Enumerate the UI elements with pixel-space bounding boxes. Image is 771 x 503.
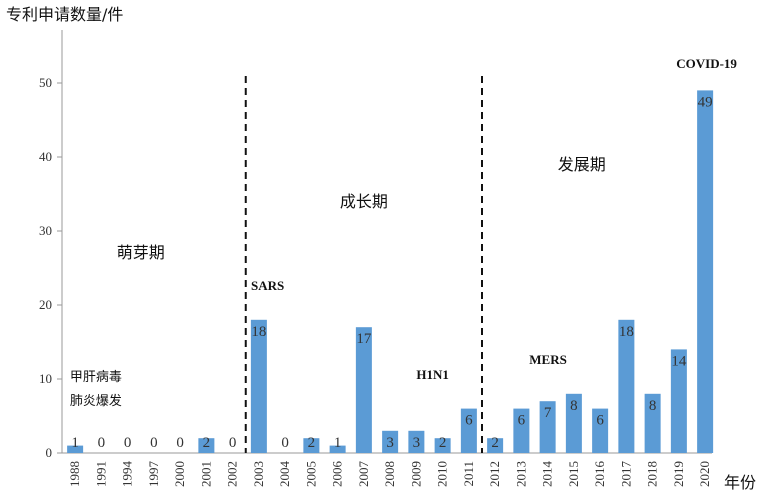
x-tick-label-2008: 2008 — [382, 461, 397, 487]
event-annotation: H1N1 — [416, 367, 449, 382]
value-label-2013: 6 — [518, 413, 526, 429]
value-label-2014: 7 — [544, 405, 552, 421]
value-label-1997: 0 — [150, 435, 158, 451]
bar-2007 — [355, 327, 372, 453]
x-tick-label-2004: 2004 — [277, 461, 292, 488]
value-label-2005: 2 — [308, 435, 316, 451]
value-label-2018: 8 — [649, 398, 657, 414]
event-annotation-hepatitis-line2: 肺炎爆发 — [70, 393, 122, 409]
value-label-1994: 0 — [124, 435, 132, 451]
y-tick-label: 40 — [39, 149, 52, 164]
x-tick-label-2017: 2017 — [618, 461, 633, 488]
y-tick-label: 0 — [46, 445, 53, 460]
x-tick-label-2016: 2016 — [592, 461, 607, 488]
bar-2006 — [329, 445, 346, 453]
y-axis-title: 专利申请数量/件 — [6, 5, 123, 24]
event-annotation-hepatitis-line1: 甲肝病毒 — [70, 370, 122, 385]
bar-2012 — [487, 438, 504, 453]
x-tick-label-2020: 2020 — [697, 461, 712, 487]
value-label-2020: 49 — [698, 94, 713, 110]
event-annotation: COVID-19 — [676, 56, 737, 71]
x-tick-label-2018: 2018 — [645, 461, 660, 487]
value-label-2008: 3 — [386, 435, 394, 451]
bar-2016 — [592, 408, 609, 453]
bar-2019 — [670, 349, 687, 453]
value-label-2009: 3 — [413, 435, 421, 451]
bar-2010 — [434, 438, 451, 453]
event-annotation: SARS — [251, 278, 284, 293]
value-label-2012: 2 — [491, 435, 499, 451]
event-annotation: MERS — [529, 352, 567, 367]
x-tick-label-1988: 1988 — [67, 461, 82, 487]
bar-2005 — [303, 438, 320, 453]
value-label-2000: 0 — [176, 435, 184, 451]
x-tick-label-2000: 2000 — [172, 461, 187, 487]
x-tick-label-1994: 1994 — [120, 461, 135, 488]
x-tick-label-2005: 2005 — [303, 461, 318, 487]
value-label-2017: 18 — [619, 324, 634, 340]
value-label-1988: 1 — [71, 435, 79, 451]
value-label-2011: 6 — [465, 413, 473, 429]
value-label-2001: 2 — [203, 435, 211, 451]
bar-2015 — [565, 393, 582, 453]
bar-2008 — [382, 430, 399, 453]
y-tick-label: 20 — [39, 297, 52, 312]
phase-label: 发展期 — [558, 155, 606, 174]
bar-1988 — [67, 445, 84, 453]
y-tick-label: 30 — [39, 223, 52, 238]
value-label-2002: 0 — [229, 435, 237, 451]
bar-2001 — [198, 438, 215, 453]
value-label-2015: 8 — [570, 398, 578, 414]
value-label-2019: 14 — [671, 353, 687, 369]
x-axis-title: 年份 — [724, 473, 756, 492]
x-tick-label-2001: 2001 — [198, 461, 213, 487]
value-label-2003: 18 — [251, 324, 266, 340]
x-tick-label-2006: 2006 — [330, 461, 345, 488]
bar-2018 — [644, 393, 661, 453]
x-tick-label-2013: 2013 — [513, 461, 528, 487]
value-label-2016: 6 — [596, 413, 604, 429]
x-tick-label-2009: 2009 — [408, 461, 423, 487]
x-tick-label-1991: 1991 — [93, 461, 108, 487]
bar-2017 — [618, 319, 635, 453]
bar-2009 — [408, 430, 425, 453]
value-label-2007: 17 — [356, 331, 372, 347]
x-tick-label-2007: 2007 — [356, 461, 371, 488]
value-label-2004: 0 — [281, 435, 289, 451]
y-tick-label: 50 — [39, 75, 52, 90]
x-tick-label-2015: 2015 — [566, 461, 581, 487]
x-tick-label-2011: 2011 — [461, 461, 476, 487]
value-label-1991: 0 — [98, 435, 106, 451]
x-tick-label-2010: 2010 — [435, 461, 450, 487]
y-tick-label: 10 — [39, 371, 52, 386]
x-tick-label-2019: 2019 — [671, 461, 686, 487]
value-label-2010: 2 — [439, 435, 447, 451]
phase-label: 成长期 — [340, 192, 388, 211]
bar-2020 — [697, 90, 714, 454]
bar-2013 — [513, 408, 530, 453]
bar-2014 — [539, 401, 556, 453]
bar-2003 — [250, 319, 267, 453]
x-tick-label-2012: 2012 — [487, 461, 502, 487]
x-tick-label-2003: 2003 — [251, 461, 266, 487]
value-label-2006: 1 — [334, 435, 342, 451]
x-tick-label-2002: 2002 — [225, 461, 240, 487]
phase-label: 萌芽期 — [117, 243, 165, 262]
x-tick-label-2014: 2014 — [540, 461, 555, 488]
bar-2011 — [460, 408, 477, 453]
x-tick-label-1997: 1997 — [146, 461, 161, 488]
